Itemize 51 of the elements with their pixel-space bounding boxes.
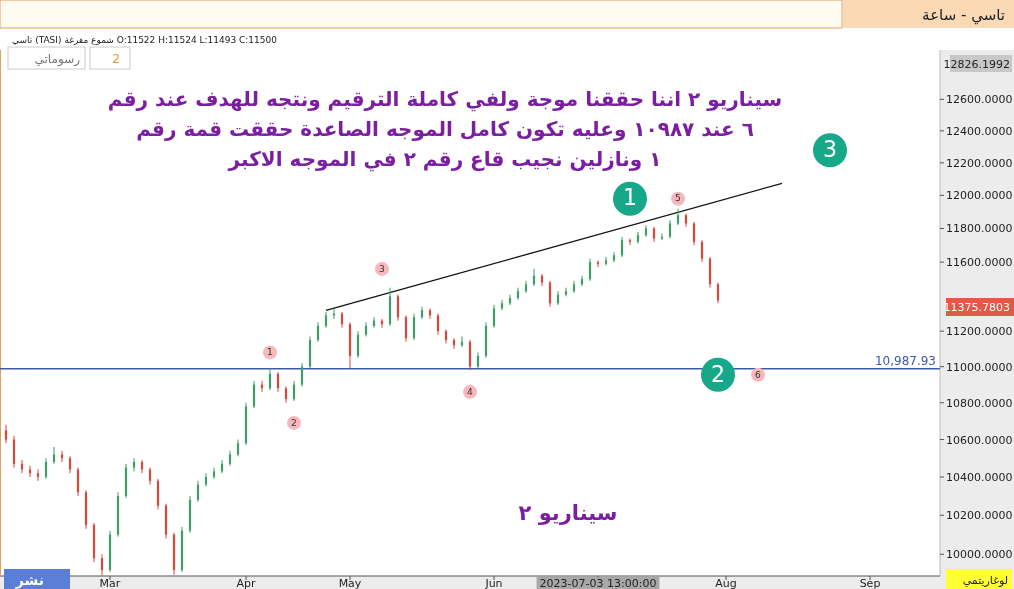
ytick: 11000.0000 bbox=[939, 360, 1013, 374]
series-label: 1 bbox=[622, 184, 638, 211]
ytick: 10200.0000 bbox=[939, 509, 1013, 523]
series-label: 4 bbox=[467, 386, 474, 397]
button-publish: نشر bbox=[4, 569, 70, 589]
button-alerts: 2 bbox=[89, 46, 131, 70]
annotation: سيناريو ٢ bbox=[518, 501, 618, 525]
point: 3 bbox=[375, 261, 389, 276]
ytick: 10000.0000 bbox=[939, 548, 1013, 562]
annotation: نشر bbox=[14, 572, 44, 589]
point: 1 bbox=[263, 345, 277, 360]
point: 5 bbox=[671, 191, 685, 206]
point: 2 bbox=[287, 415, 301, 430]
point: 1 bbox=[613, 181, 647, 216]
ytick: 11200.0000 bbox=[939, 325, 1013, 339]
text: تاسي (TASI) شموع مفرغة O:11522 H:11524 L:11493 C:11500 bbox=[12, 35, 278, 45]
x-tick-label: Aug bbox=[715, 577, 737, 589]
series-label: 2 bbox=[291, 417, 297, 428]
annotation: رسوماتي bbox=[34, 52, 81, 67]
button-log: لوغاريتمي bbox=[946, 569, 1012, 589]
label-axis-top: 12826.1992 bbox=[943, 55, 1012, 72]
text: سيناريو ٢ اننا حققنا موجة ولفي كاملة الترقيم ونتجه للهدف عند رقم ٦ عند ١٠٩٨٧ وعليه تكون كامل الموجه الصاعدة حققت قمة رقم ١ ونازلين نجيب قاع رقم ٢ في الموجه الاكبر bbox=[107, 87, 783, 172]
text: تاسي - ساعة bbox=[922, 6, 1005, 25]
series-label: 3 bbox=[822, 136, 838, 163]
ytick: 12000.0000 bbox=[939, 189, 1013, 203]
series-label: 6 bbox=[755, 369, 762, 380]
annotation: 2 bbox=[112, 51, 121, 66]
series-label: 1 bbox=[267, 347, 273, 358]
button-drawings: رسوماتي bbox=[7, 46, 86, 70]
ytick: 10600.0000 bbox=[939, 433, 1013, 447]
x-tick-label: Jun bbox=[484, 577, 503, 589]
series-label: 2 bbox=[710, 360, 726, 387]
series-label: 5 bbox=[675, 193, 681, 204]
ytick: 11800.0000 bbox=[939, 222, 1013, 236]
ytick: 10400.0000 bbox=[939, 471, 1013, 485]
ref-line-label: 10,987.93 bbox=[874, 353, 936, 368]
x-tick-label: Sep bbox=[859, 577, 881, 589]
point: 4 bbox=[463, 384, 477, 399]
ytick: 12400.0000 bbox=[939, 124, 1013, 138]
x-tick-label: Mar bbox=[99, 577, 121, 589]
x-tick-label: 2023-07-03 13:00:00 bbox=[539, 577, 657, 589]
x-tick-label: Apr bbox=[236, 577, 256, 589]
series-label: 3 bbox=[379, 263, 386, 274]
ytick: 11600.0000 bbox=[939, 256, 1013, 270]
ytick: 10800.0000 bbox=[939, 396, 1013, 410]
point: 3 bbox=[813, 133, 847, 168]
x-tick-label: May bbox=[338, 577, 362, 589]
ytick: 12200.0000 bbox=[939, 156, 1013, 170]
point: 2 bbox=[701, 357, 735, 392]
ytick: 12600.0000 bbox=[939, 93, 1013, 107]
point: 6 bbox=[751, 367, 765, 382]
